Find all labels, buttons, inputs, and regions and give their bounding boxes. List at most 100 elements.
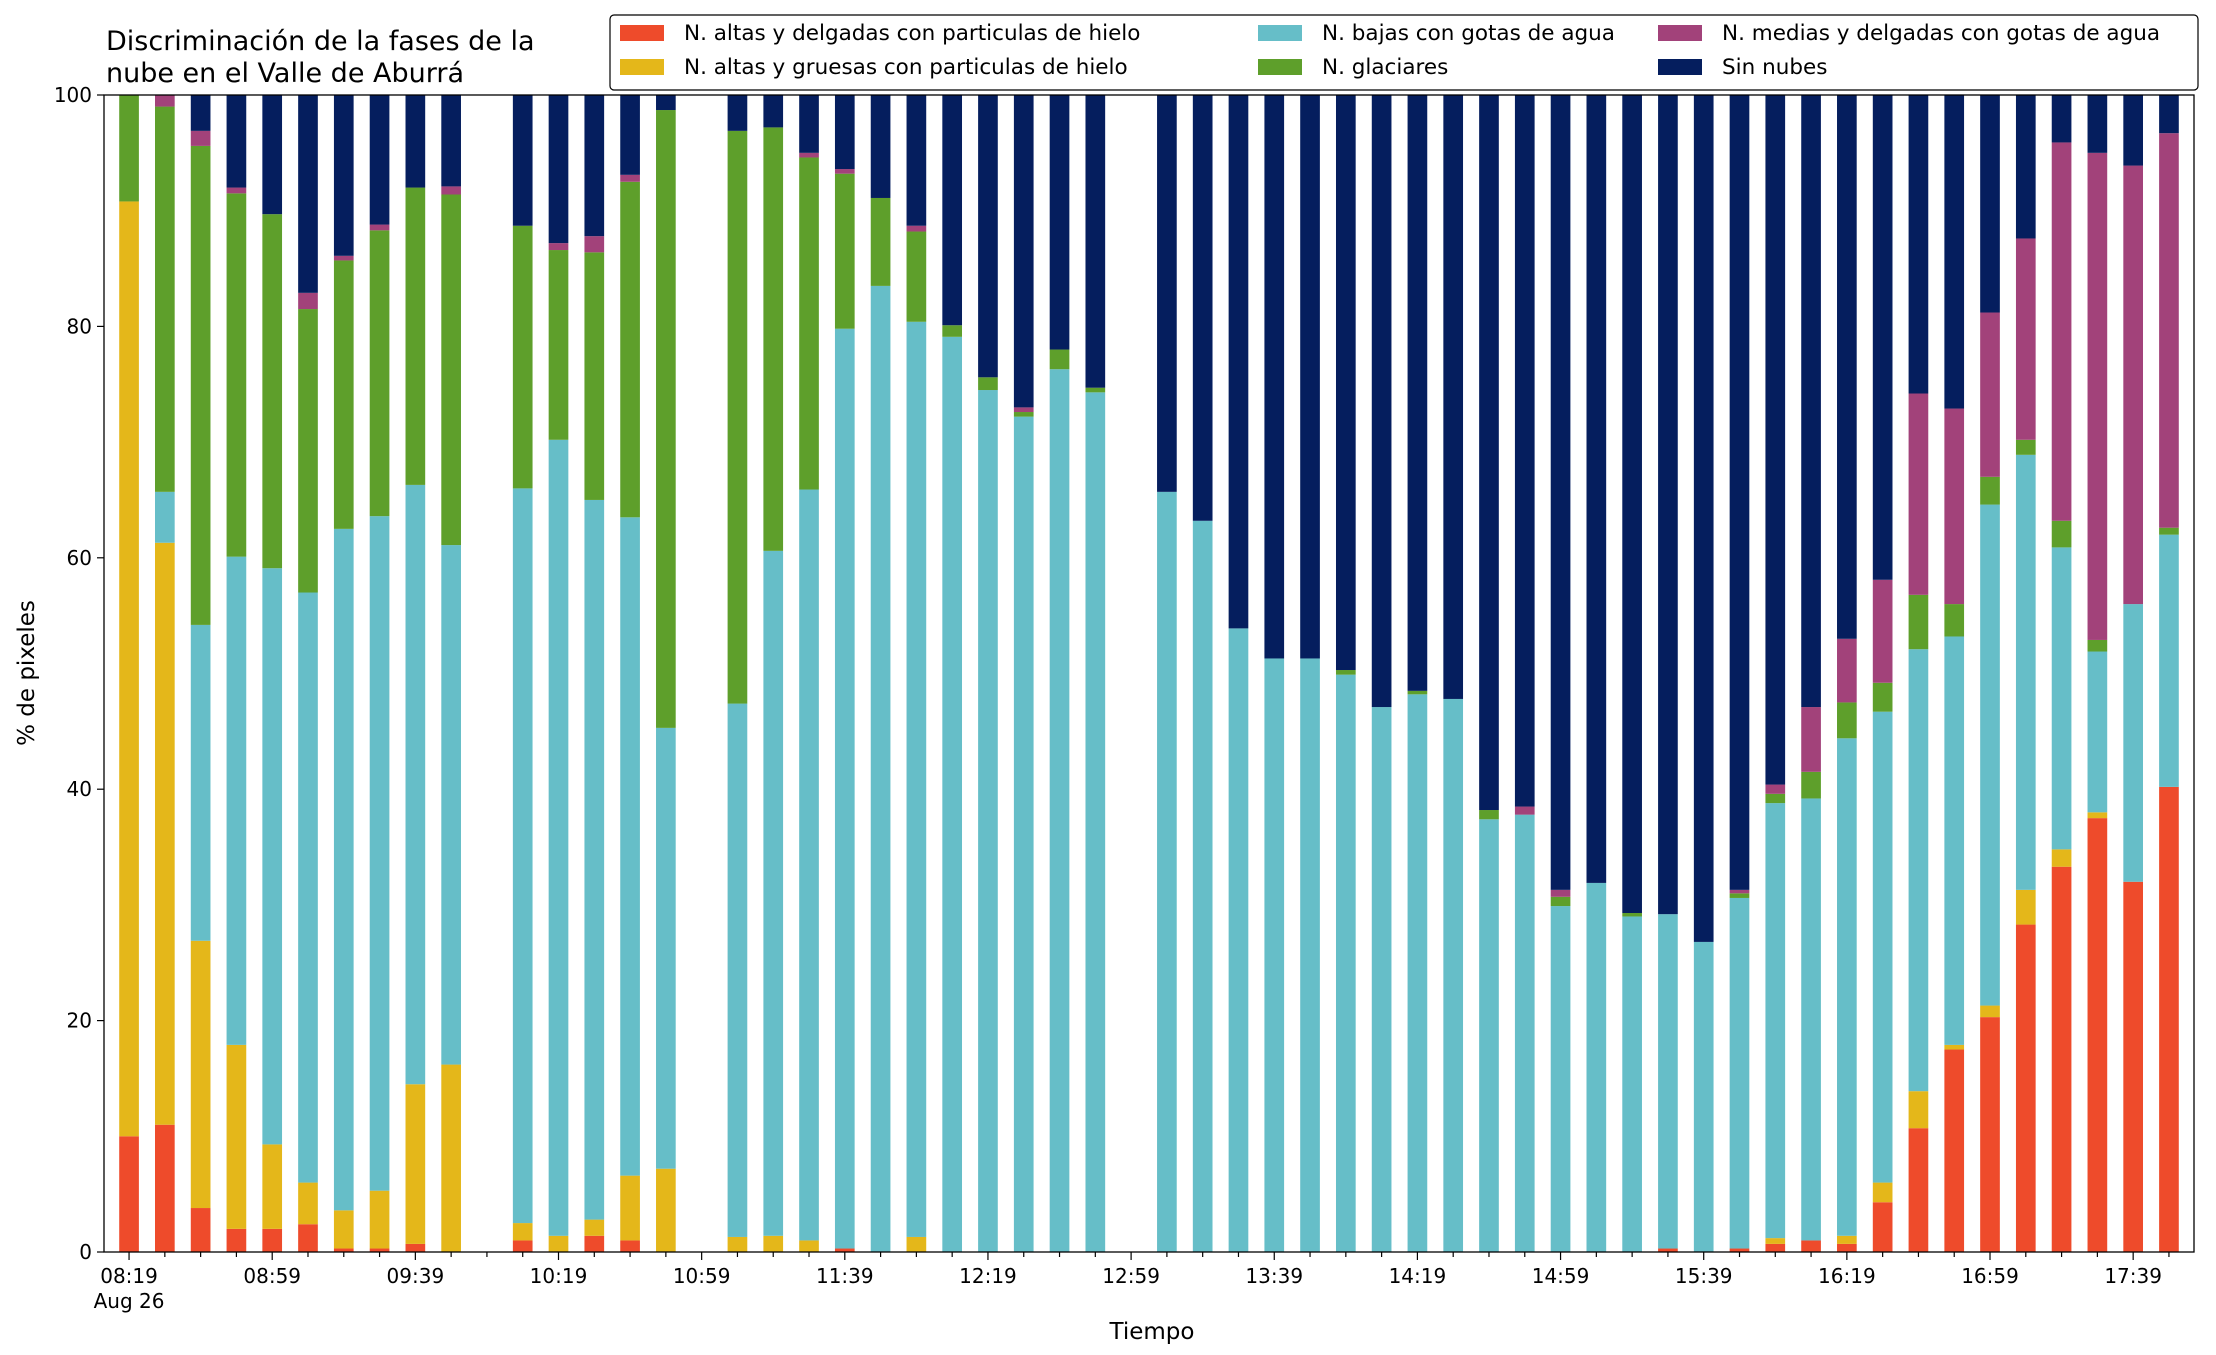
bar-segment-sin_nubes-1609 xyxy=(1801,95,1821,708)
bar-segment-bajas-0859 xyxy=(262,568,283,1145)
bar-segment-medias-0909 xyxy=(298,292,318,310)
bar-segment-glaciares-0929 xyxy=(369,230,390,517)
bar-segment-sin_nubes-1239 xyxy=(1049,95,1070,350)
bar-segment-glaciares-0859 xyxy=(262,214,283,569)
bar-segment-glaciares-1629 xyxy=(1872,682,1893,712)
bar-segment-sin_nubes-1539 xyxy=(1693,95,1714,942)
bar-segment-sin_nubes-1649 xyxy=(1944,95,1965,409)
bar-segment-glaciares-1219 xyxy=(978,377,998,391)
bar-segment-sin_nubes-0849 xyxy=(226,95,247,188)
bar-segment-altas_delgadas-1639 xyxy=(1908,1128,1929,1252)
bar-segment-glaciares-1439 xyxy=(1479,810,1499,820)
bar-segment-medias-1749 xyxy=(2159,133,2179,528)
bar-segment-altas_gruesas-1029 xyxy=(584,1219,605,1236)
bar-segment-sin_nubes-1709 xyxy=(2015,95,2036,239)
x-tick-label: 09:39 xyxy=(387,1264,445,1288)
x-tick-label: 14:19 xyxy=(1389,1264,1447,1288)
bar-segment-sin_nubes-1109 xyxy=(727,95,748,131)
bar-segment-glaciares-1419 xyxy=(1407,690,1428,695)
bar-segment-altas_gruesas-1039 xyxy=(620,1175,640,1241)
bar-segment-glaciares-1139 xyxy=(834,173,855,329)
y-tick-label: 40 xyxy=(67,777,92,801)
bar-segment-bajas-1619 xyxy=(1837,738,1857,1236)
bar-segment-glaciares-1119 xyxy=(763,127,784,551)
bar-segment-sin_nubes-1209 xyxy=(942,95,963,326)
bar-segment-sin_nubes-0929 xyxy=(369,95,390,225)
bar-segment-glaciares-1129 xyxy=(799,157,819,490)
bar-segment-sin_nubes-1429 xyxy=(1443,95,1464,699)
bar-segment-medias-1039 xyxy=(620,174,640,182)
bar-segment-altas_delgadas-0909 xyxy=(298,1224,318,1252)
bar-segment-altas_gruesas-1619 xyxy=(1837,1235,1857,1244)
x-tick-label: 12:59 xyxy=(1102,1264,1160,1288)
bar-segment-sin_nubes-0949 xyxy=(441,95,461,187)
bar-segment-bajas-1049 xyxy=(656,727,676,1169)
bar-segment-altas_gruesas-0849 xyxy=(226,1044,247,1229)
legend-label-glaciares: N. glaciares xyxy=(1322,55,1448,80)
bar-segment-bajas-0829 xyxy=(155,491,175,543)
bar-segment-altas_delgadas-0859 xyxy=(262,1228,283,1252)
bar-segment-medias-1229 xyxy=(1013,407,1034,413)
bar-segment-bajas-1109 xyxy=(727,703,748,1237)
bar-segment-bajas-1429 xyxy=(1443,698,1464,1252)
bar-segment-glaciares-1019 xyxy=(548,250,569,440)
legend-swatch-altas_gruesas xyxy=(620,59,664,75)
bar-segment-altas_delgadas-1739 xyxy=(2123,881,2143,1252)
bar-segment-sin_nubes-1359 xyxy=(1335,95,1356,671)
bar-segment-bajas-0929 xyxy=(369,516,390,1191)
bar-segment-sin_nubes-1519 xyxy=(1622,95,1642,913)
bar-segment-bajas-1439 xyxy=(1479,819,1499,1252)
bar-segment-sin_nubes-1719 xyxy=(2051,95,2072,143)
bar-segment-bajas-1639 xyxy=(1908,649,1929,1092)
bar-segment-sin_nubes-1339 xyxy=(1264,95,1285,659)
bar-segment-glaciares-1049 xyxy=(656,110,676,728)
legend-label-altas_delgadas: N. altas y delgadas con particulas de hi… xyxy=(684,21,1140,46)
bar-segment-altas_delgadas-1029 xyxy=(584,1235,605,1252)
legend-swatch-altas_delgadas xyxy=(620,25,664,41)
bar-segment-sin_nubes-1119 xyxy=(763,95,784,128)
bar-segment-altas_gruesas-0949 xyxy=(441,1064,461,1252)
bar-segment-altas_delgadas-1749 xyxy=(2159,786,2179,1252)
bar-segment-medias-0949 xyxy=(441,186,461,195)
y-tick-label: 0 xyxy=(79,1240,92,1264)
bar-segment-bajas-0839 xyxy=(190,624,211,941)
bar-segment-altas_gruesas-0839 xyxy=(190,940,211,1209)
bar-segment-sin_nubes-1639 xyxy=(1908,95,1929,394)
bar-segment-glaciares-1639 xyxy=(1908,594,1929,650)
bar-segment-glaciares-0919 xyxy=(333,260,354,529)
bar-segment-altas_gruesas-1049 xyxy=(656,1168,676,1252)
bar-segment-sin_nubes-1439 xyxy=(1479,95,1499,811)
x-tick-label: 14:59 xyxy=(1532,1264,1590,1288)
bar-segment-altas_gruesas-1129 xyxy=(799,1240,819,1252)
bar-segment-sin_nubes-1319 xyxy=(1192,95,1213,521)
bar-segment-altas_gruesas-1719 xyxy=(2051,849,2072,867)
bar-segment-sin_nubes-1159 xyxy=(906,95,927,226)
bar-segment-bajas-1459 xyxy=(1550,906,1571,1252)
legend-label-medias: N. medias y delgadas con gotas de agua xyxy=(1722,21,2160,46)
y-axis-label: % de pixeles xyxy=(14,600,40,746)
bar-segment-altas_delgadas-1629 xyxy=(1872,1202,1893,1252)
bar-segment-bajas-1629 xyxy=(1872,711,1893,1183)
bar-segment-medias-1659 xyxy=(1980,312,2000,477)
bar-segment-bajas-1449 xyxy=(1514,814,1535,1252)
bar-segment-sin_nubes-1739 xyxy=(2123,95,2143,166)
bar-segment-glaciares-1619 xyxy=(1837,702,1857,739)
bar-segment-altas_gruesas-1639 xyxy=(1908,1091,1929,1129)
bar-segment-bajas-0949 xyxy=(441,545,461,1065)
bar-segment-bajas-1309 xyxy=(1157,491,1177,1253)
legend: N. altas y delgadas con particulas de hi… xyxy=(609,14,2199,91)
bar-segment-sin_nubes-1549 xyxy=(1729,95,1750,890)
bar-segment-bajas-1219 xyxy=(978,390,998,1252)
bar-segment-altas_gruesas-1659 xyxy=(1980,1005,2000,1018)
bar-segment-glaciares-1559 xyxy=(1765,793,1786,804)
bar-segment-glaciares-1229 xyxy=(1013,412,1034,417)
bar-segment-medias-1729 xyxy=(2087,152,2108,640)
bar-segment-altas_delgadas-1559 xyxy=(1765,1243,1786,1252)
bar-segment-medias-1619 xyxy=(1837,638,1857,703)
x-tick-label: 08:19 xyxy=(100,1264,158,1288)
bar-segment-altas_delgadas-0839 xyxy=(190,1208,211,1252)
legend-swatch-sin_nubes xyxy=(1658,59,1702,75)
bar-segment-glaciares-1239 xyxy=(1049,349,1070,370)
bar-segment-sin_nubes-1509 xyxy=(1586,95,1607,883)
x-tick-label: 10:59 xyxy=(673,1264,731,1288)
